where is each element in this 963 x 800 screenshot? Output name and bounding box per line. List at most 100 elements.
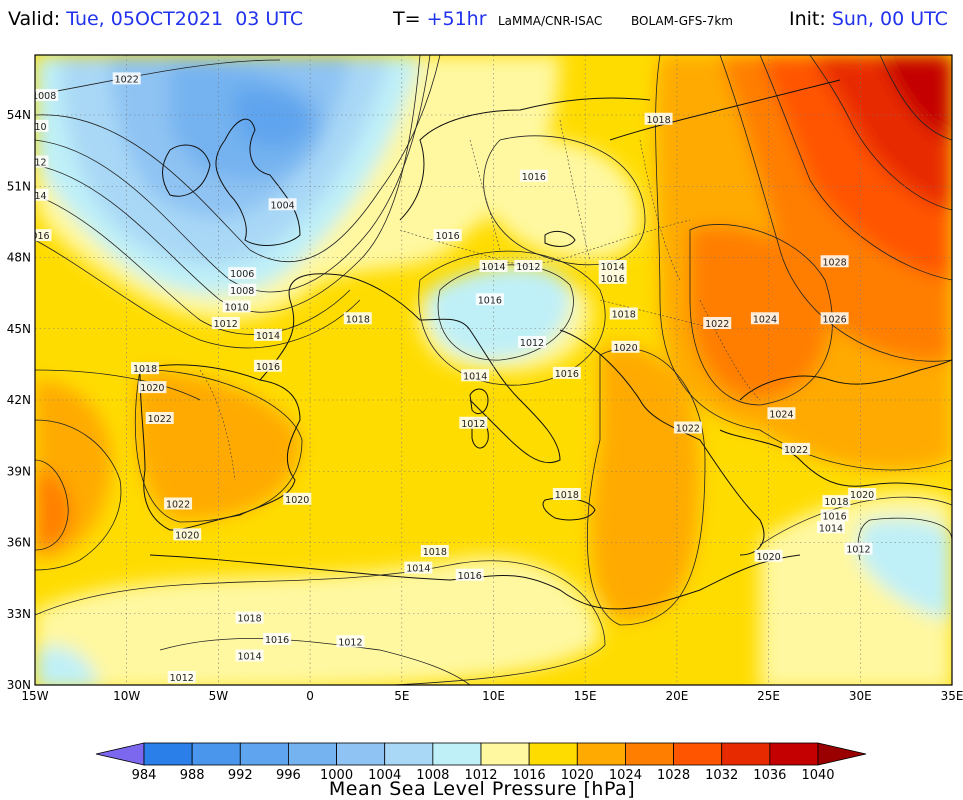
longitude-label: 30E (849, 689, 872, 703)
longitude-label: 5W (209, 689, 229, 703)
isobar-label-bg (644, 112, 673, 125)
isobar-label-bg (609, 307, 638, 320)
isobar-label-bg (35, 155, 49, 168)
init-label: Init: (789, 8, 826, 30)
isobar-label: 1014 (479, 260, 508, 273)
isobar-label-bg (235, 611, 264, 624)
isobar-label: 1022 (164, 497, 193, 511)
latitude-label: 36N (7, 536, 31, 550)
isobar-label-text: 1022 (784, 445, 808, 456)
init-time: Init: Sun, 00 UTC (789, 8, 948, 30)
isobar-label: 1018 (822, 495, 851, 508)
isobar-label-text: 1012 (520, 338, 544, 349)
isobar-label-bg (228, 267, 257, 280)
forecast-step: T= +51hr (393, 8, 487, 30)
isobar-label: 1022 (782, 442, 811, 456)
isobar-label: 1020 (611, 340, 640, 354)
isobar-label: 1020 (283, 492, 312, 506)
isobar-label: 1018 (552, 488, 581, 501)
colorbar-low-arrow (95, 742, 145, 766)
colorbar-tick-label: 984 (132, 768, 157, 783)
isobar-label-bg (343, 312, 372, 325)
isobar-label-text: 1012 (214, 319, 238, 330)
isobar-label-text: 1014 (819, 523, 843, 534)
isobar-label: 1012 (459, 416, 488, 430)
colorbar-title: Mean Sea Level Pressure [hPa] (329, 778, 635, 800)
colorbar-swatch (239, 742, 289, 766)
longitude-label: 15W (21, 689, 48, 703)
isobar-label-text: 1014 (481, 262, 505, 273)
colorbar-tick-label: 1016 (513, 768, 546, 783)
isobar-label: 1016 (253, 359, 282, 373)
isobar-label-text: 1022 (115, 74, 139, 85)
isobar-label: 1018 (131, 362, 160, 375)
isobar-label-text: 1016 (478, 295, 502, 306)
valid-label: Valid: (8, 8, 61, 30)
colorbar-tick-label: 1028 (657, 768, 690, 783)
isobar-label-bg (816, 521, 845, 534)
latitude-label: 45N (7, 322, 31, 336)
colorbar-tick-label: 1032 (705, 768, 738, 783)
isobar-label-text: 016 (31, 231, 49, 242)
isobar-label-bg (211, 317, 240, 329)
isobar-label-bg (461, 369, 490, 382)
isobar-label: 1024 (750, 312, 779, 325)
isobar-label: 1022 (703, 317, 732, 330)
longitude-label: 0 (306, 689, 314, 703)
isobar-label: 1012 (844, 542, 873, 556)
isobar-label-text: 1014 (237, 652, 261, 663)
longitude-labels: 15W 10W 5W 0 5E 10E 15E 20E 25E 30E 35E (21, 689, 963, 703)
colorbar-swatch (432, 742, 482, 766)
source-lamma: LaMMA/CNR-ISAC (498, 14, 603, 28)
isobar-label: 1012 (514, 260, 543, 273)
colorbar-swatches (95, 742, 867, 766)
isobar-label-text: 1018 (555, 490, 579, 501)
isobar-label: 1018 (235, 611, 264, 625)
isobar-label-text: 1018 (824, 497, 848, 508)
isobar-label-text: 1018 (346, 314, 370, 325)
isobar-label: 1016 (519, 169, 548, 183)
isobar-label: 1014 (235, 649, 264, 663)
pressure-field: 1022100810121401610041006100810101012101… (31, 55, 952, 685)
isobar-label: 14 (35, 188, 49, 202)
graticule (35, 55, 952, 685)
longitude-label: 20E (665, 689, 688, 703)
isobar-label-text: 1026 (823, 314, 847, 325)
isobar-label-bg (268, 198, 297, 211)
colorbar-tick-label: 1004 (368, 768, 401, 783)
isobar-label-bg (703, 317, 732, 329)
isobar-label-bg (112, 72, 141, 85)
t-label: T= (393, 8, 421, 30)
colorbar-tick-label: 1008 (416, 768, 449, 783)
colorbar-swatch (625, 742, 674, 766)
isobar-label-text: 1018 (237, 614, 261, 625)
colorbar-swatch (480, 742, 530, 766)
isobar-label-bg (404, 561, 433, 574)
isobar-label-bg (433, 229, 462, 242)
isobar-label-text: 1008 (32, 91, 56, 102)
valid-value: Tue, 05OCT2021 03 UTC (66, 8, 304, 30)
isobar-label: 1028 (820, 255, 849, 268)
isobar-label-text: 1028 (823, 257, 847, 268)
isobar-label: 1022 (145, 412, 174, 425)
isobar-label-bg (222, 300, 251, 313)
longitude-label: 5E (394, 689, 409, 703)
isobar-label: 1012 (518, 336, 547, 349)
isobar-label: 1014 (404, 561, 433, 575)
latitude-labels: 54N 51N 48N 45N 42N 39N 36N 33N 30N (7, 108, 31, 692)
isobar-label: 1022 (112, 72, 141, 85)
latitude-label: 39N (7, 464, 31, 478)
isobar-label-text: 1014 (256, 331, 280, 342)
isobar-label-bg (518, 336, 547, 348)
isobar-label-bg (822, 495, 851, 508)
isobar-label-text: 1012 (516, 262, 540, 273)
isobar-label-bg (750, 312, 779, 325)
colorbar-swatch (384, 742, 434, 766)
isobar-label-text: 1022 (705, 319, 729, 330)
isobar-label-bg (754, 549, 783, 562)
isobar-label-text: 1024 (753, 314, 777, 325)
isobar-label-text: 1020 (285, 495, 309, 506)
isobar-label-text: 1018 (423, 547, 447, 558)
isobar-label: 1026 (820, 312, 849, 325)
isobar-label: 1004 (268, 198, 297, 211)
